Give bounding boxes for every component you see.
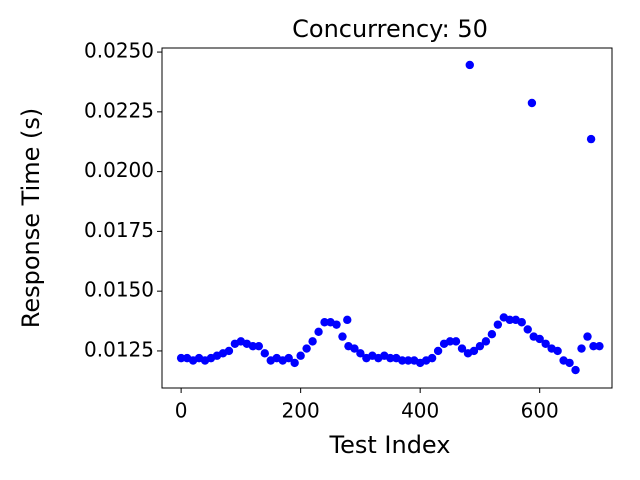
point [427,353,437,363]
point [308,337,317,346]
point [296,351,305,360]
x-axis-label: Test Index [329,431,451,459]
x-tick-label: 600 [521,399,559,423]
x-tick-label: 400 [401,399,439,423]
y-axis-label: Response Time (s) [17,108,45,329]
point [260,349,269,358]
point [457,344,467,353]
point [583,332,592,341]
x-tick-label: 200 [282,399,320,423]
point [284,353,293,363]
point [535,334,544,344]
point [527,98,537,108]
point [248,341,258,351]
point [433,346,443,356]
point [176,353,186,363]
point [553,346,562,356]
point [314,327,323,337]
point [577,344,586,353]
chart-title: Concurrency: 50 [292,15,488,43]
point [505,315,515,325]
point [465,60,474,70]
point [445,337,455,346]
point [565,358,574,368]
point [386,353,395,363]
point [481,337,491,346]
point [332,320,341,329]
point [475,341,485,351]
point [320,318,329,327]
point [350,344,359,353]
point [541,339,550,348]
y-tick-label: 0.0125 [84,337,154,361]
point [589,341,598,351]
point [586,134,596,144]
point [338,332,347,341]
point [302,344,311,353]
point [493,320,503,329]
y-tick-label: 0.0150 [84,278,154,302]
point [517,318,526,327]
point [356,349,365,358]
point [404,356,413,365]
point [523,325,532,334]
y-tick-label: 0.0225 [84,98,154,122]
plot-frame [161,47,613,389]
point [451,337,461,346]
point [469,346,479,356]
point [254,341,264,351]
point [290,358,299,368]
point [398,356,407,365]
point [487,330,497,339]
point [571,365,580,375]
y-tick-label: 0.0175 [84,218,154,242]
point [595,341,604,351]
point [224,346,234,356]
point [343,315,352,325]
y-tick-label: 0.0200 [84,158,154,182]
y-tick-label: 0.0250 [84,39,154,63]
x-tick-label: 0 [175,399,188,423]
